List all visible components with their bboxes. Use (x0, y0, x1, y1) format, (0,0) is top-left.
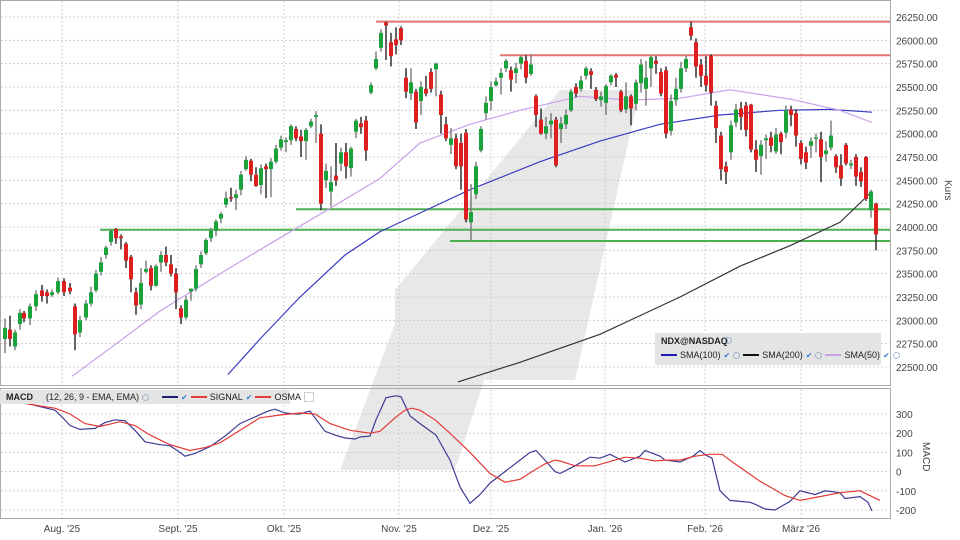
support-resistance-lines (100, 20, 890, 242)
svg-text:Okt. '25: Okt. '25 (267, 524, 302, 535)
sma100-toggle-checkbox[interactable]: ✔ (723, 350, 731, 360)
svg-text:März '26: März '26 (782, 524, 820, 535)
svg-text:Aug. '25: Aug. '25 (44, 524, 81, 535)
macd-axis-title: MACD (920, 442, 931, 471)
macd-legend: MACD (12, 26, 9 - EMA, EMA) ✔ SIGNAL ✔ O… (0, 390, 314, 404)
svg-text:200: 200 (896, 429, 913, 440)
price-axis-title: Kurs (942, 180, 953, 201)
macd-toggle-checkbox[interactable]: ✔ (181, 392, 188, 402)
osma-toggle-checkbox[interactable] (303, 392, 314, 402)
svg-text:22500.00: 22500.00 (896, 363, 938, 374)
price-axis-labels: 26250.00 26000.00 25750.00 25500.00 25250.00… (896, 13, 938, 374)
svg-text:23750.00: 23750.00 (896, 246, 938, 257)
svg-text:22750.00: 22750.00 (896, 340, 938, 351)
watermark-logo (340, 90, 640, 470)
macd-settings-icon[interactable] (142, 393, 150, 401)
sma100-settings-icon[interactable] (733, 351, 741, 359)
moving-average-lines (71, 89, 873, 383)
sma100-swatch-icon (661, 354, 677, 356)
sma50-settings-icon[interactable] (892, 351, 900, 359)
legend-sma100-label: SMA(100) (680, 350, 721, 360)
sma200-toggle-checkbox[interactable]: ✔ (805, 350, 813, 360)
sma200-swatch-icon (743, 354, 760, 356)
macd-panel-frame (0, 388, 891, 519)
svg-text:24000.00: 24000.00 (896, 223, 938, 234)
macd-lines (0, 395, 881, 512)
svg-text:Feb. '26: Feb. '26 (687, 524, 723, 535)
legend-osma-label: OSMA (274, 392, 301, 402)
legend-sma200-label: SMA(200) (762, 350, 803, 360)
svg-text:Jan. '26: Jan. '26 (588, 524, 623, 535)
sma200-settings-icon[interactable] (815, 351, 823, 359)
signal-swatch-icon (190, 396, 207, 398)
svg-text:0: 0 (896, 468, 902, 479)
macd-axis-labels: 300 200 100 0 -100 -200 (896, 410, 916, 517)
svg-text:26250.00: 26250.00 (896, 13, 938, 24)
macd-legend-title: MACD (6, 392, 33, 402)
svg-text:100: 100 (896, 448, 913, 459)
sma50-swatch-icon (825, 354, 842, 356)
svg-text:24500.00: 24500.00 (896, 176, 938, 187)
svg-text:23000.00: 23000.00 (896, 316, 938, 327)
macd-swatch-icon (162, 396, 179, 398)
legend-signal-label: SIGNAL (209, 392, 243, 402)
svg-text:23250.00: 23250.00 (896, 293, 938, 304)
svg-text:Nov. '25: Nov. '25 (381, 524, 417, 535)
svg-text:Sept. '25: Sept. '25 (158, 524, 198, 535)
osma-swatch-icon (255, 396, 272, 398)
svg-text:300: 300 (896, 410, 913, 421)
macd-legend-params: (12, 26, 9 - EMA, EMA) (46, 392, 140, 402)
signal-toggle-checkbox[interactable]: ✔ (245, 392, 253, 402)
sma50-toggle-checkbox[interactable]: ✔ (882, 350, 890, 360)
settings-gear-icon[interactable] (725, 337, 732, 344)
svg-text:24250.00: 24250.00 (896, 200, 938, 211)
svg-text:26000.00: 26000.00 (896, 36, 938, 47)
svg-text:-200: -200 (896, 506, 916, 517)
svg-text:23500.00: 23500.00 (896, 270, 938, 281)
svg-text:25750.00: 25750.00 (896, 60, 938, 71)
svg-text:25500.00: 25500.00 (896, 83, 938, 94)
legend-symbol-title: NDX@NASDAQ (661, 336, 728, 346)
svg-text:25250.00: 25250.00 (896, 106, 938, 117)
time-axis-labels: Aug. '25 Sept. '25 Okt. '25 Nov. '25 Dez. '2… (44, 524, 821, 535)
svg-text:Dez. '25: Dez. '25 (473, 524, 510, 535)
price-panel-frame (0, 0, 891, 386)
svg-text:-100: -100 (896, 487, 916, 498)
main-legend: NDX@NASDAQ SMA(100) ✔ SMA(200) ✔ SMA(50)… (655, 333, 900, 365)
svg-text:24750.00: 24750.00 (896, 153, 938, 164)
legend-sma50-label: SMA(50) (844, 350, 880, 360)
svg-text:25000.00: 25000.00 (896, 130, 938, 141)
candlestick-series (3, 21, 878, 353)
